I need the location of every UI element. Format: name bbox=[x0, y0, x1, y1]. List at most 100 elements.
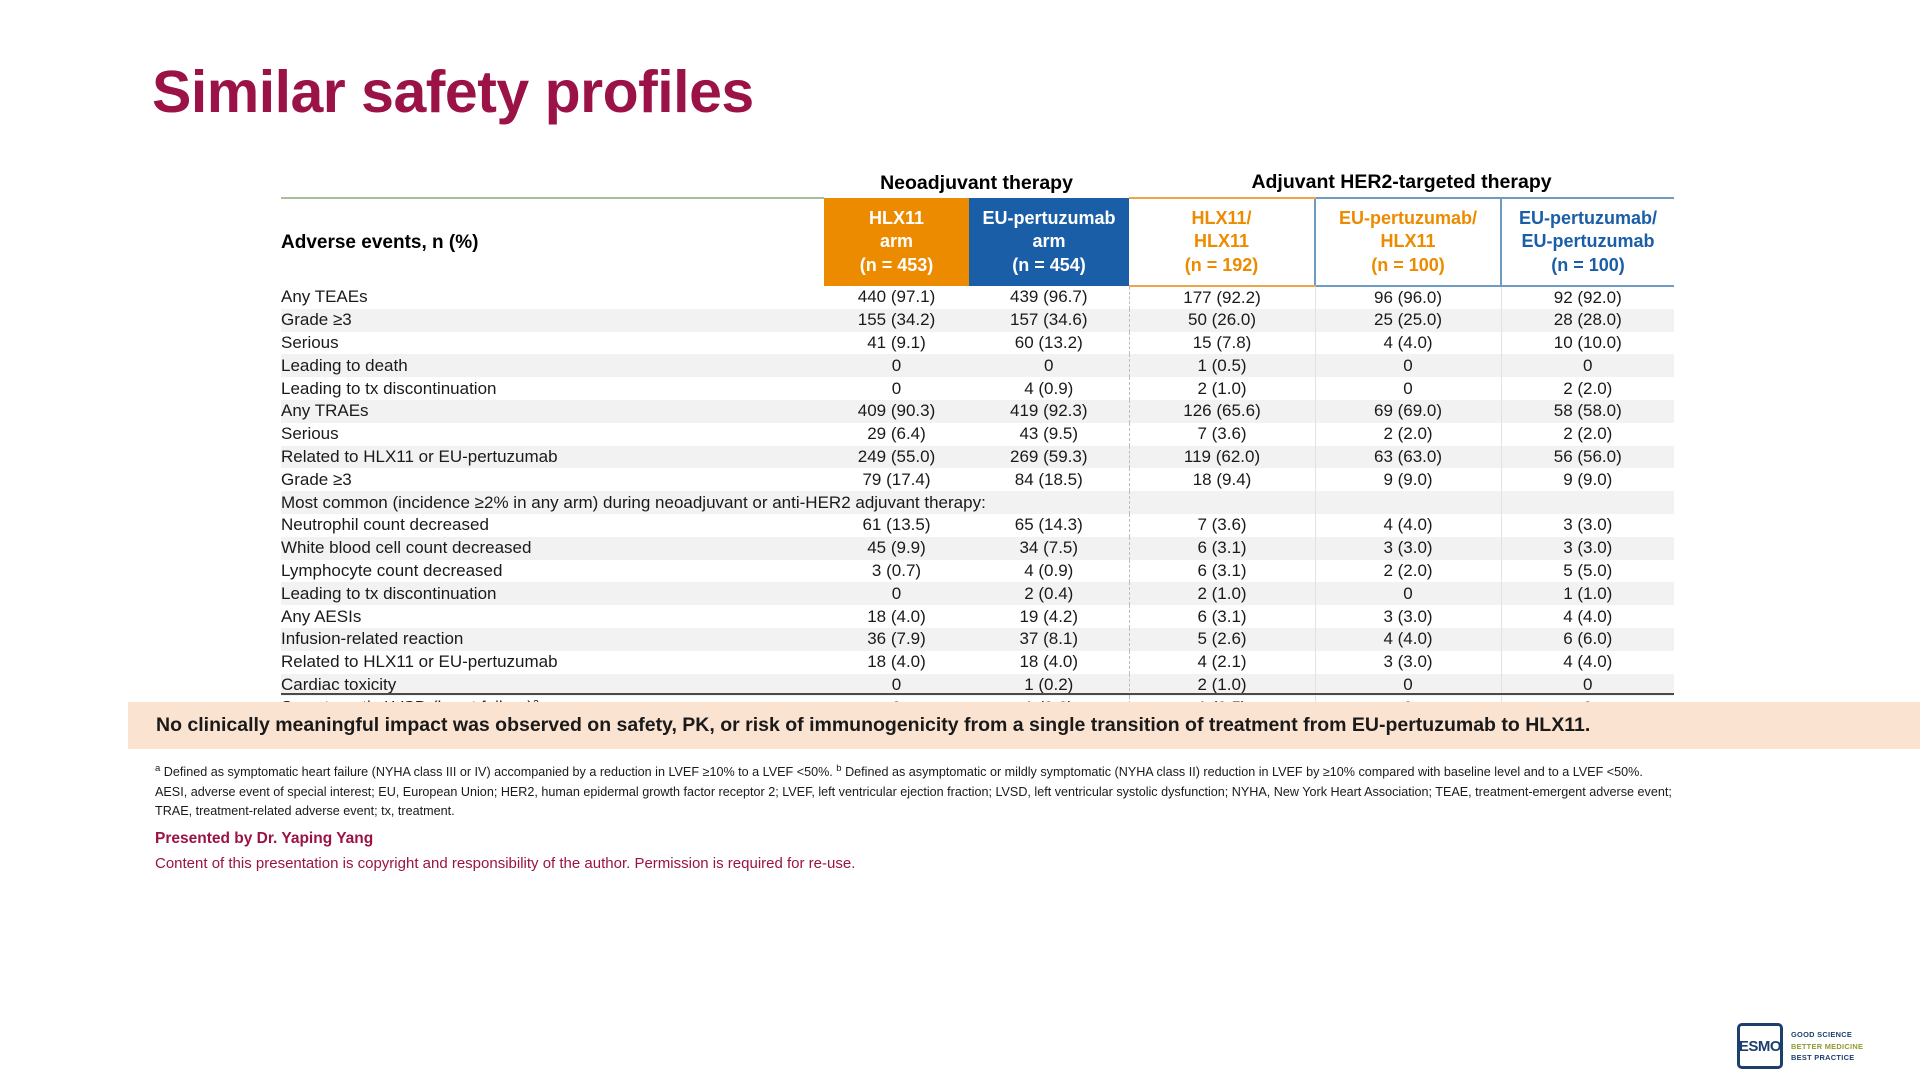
page-title: Similar safety profiles bbox=[152, 59, 754, 125]
table-row: Grade ≥3 155 (34.2) 157 (34.6) 50 (26.0) 25 … bbox=[281, 308, 1674, 332]
copyright-notice: Content of this presentation is copyrigh… bbox=[155, 855, 856, 872]
col-name: EU-pertuzumab/ bbox=[1339, 208, 1478, 229]
table-cell: 440 (97.1) bbox=[857, 287, 936, 307]
table-cell: 439 (96.7) bbox=[1010, 287, 1088, 307]
table-cell: 0 bbox=[1314, 673, 1502, 697]
footnote-line-1: a Defined as symptomatic heart failure (… bbox=[155, 762, 1795, 783]
safety-table-container: Neoadjuvant therapy Adjuvant HER2-target… bbox=[281, 168, 1674, 742]
row-label: Any TRAEs bbox=[281, 399, 824, 423]
row-label: Leading to tx discontinuation bbox=[281, 582, 824, 606]
esmo-logo: ESMO GOOD SCIENCE BETTER MEDICINE BEST P… bbox=[1723, 1012, 1920, 1080]
row-label: Leading to tx discontinuation bbox=[281, 378, 497, 398]
table-cell bbox=[969, 491, 1130, 514]
row-label: Cardiac toxicity bbox=[281, 673, 824, 697]
row-label: Grade ≥3 bbox=[281, 308, 824, 332]
table-cell: 58 (58.0) bbox=[1500, 399, 1674, 423]
esmo-tagline-2: BETTER MEDICINE bbox=[1791, 1041, 1864, 1051]
table-cell: 96 (96.0) bbox=[1314, 286, 1502, 309]
row-label: Leading to death bbox=[281, 354, 824, 378]
row-label: Neutrophil count decreased bbox=[281, 515, 489, 535]
table-cell: 29 (6.4) bbox=[867, 424, 926, 444]
table-cell: 5 (2.6) bbox=[1128, 627, 1316, 651]
table-row: Any TRAEs 409 (90.3) 419 (92.3) 126 (65.6) 6… bbox=[281, 399, 1674, 423]
col-n: (n = 453) bbox=[859, 254, 934, 275]
footnote-text-a: Defined as symptomatic heart failure (NY… bbox=[160, 765, 837, 780]
table-cell: 41 (9.1) bbox=[867, 332, 926, 352]
table-cell: 43 (9.5) bbox=[1019, 424, 1079, 444]
table-cell: 6 (3.1) bbox=[1128, 536, 1316, 560]
table-cell: 2 (2.0) bbox=[1314, 559, 1502, 583]
row-label: Serious bbox=[281, 424, 339, 444]
col-name: EU-pertuzumab/ bbox=[1519, 208, 1658, 229]
table-cell: 3 (0.7) bbox=[871, 560, 922, 580]
table-cell: 249 (55.0) bbox=[824, 445, 969, 469]
table-cell: 0 bbox=[824, 582, 969, 606]
table-cell: 3 (3.0) bbox=[1314, 650, 1502, 674]
table-cell: 61 (13.5) bbox=[862, 515, 931, 535]
table-cell: 4 (4.0) bbox=[1500, 605, 1674, 628]
table-cell: 3 (3.0) bbox=[1500, 536, 1674, 560]
table-cell: 2 (0.4) bbox=[969, 582, 1130, 606]
table-cell: 177 (92.2) bbox=[1128, 286, 1316, 309]
table-cell: 18 (9.4) bbox=[1128, 468, 1316, 492]
table-head: Neoadjuvant therapy Adjuvant HER2-target… bbox=[281, 168, 1674, 287]
stub-header: Adverse events, n (%) bbox=[281, 197, 824, 286]
row-label: Grade ≥3 bbox=[281, 469, 352, 489]
table-cell: 50 (26.0) bbox=[1128, 308, 1316, 332]
table-cell: 2 (2.0) bbox=[1500, 377, 1674, 400]
table-row: Any TEAEs 440 (97.1) 439 (96.7) 177 (92.2) 9… bbox=[281, 286, 1674, 309]
table-cell: 3 (3.0) bbox=[1500, 513, 1674, 537]
table-cell: 18 (4.0) bbox=[867, 606, 926, 626]
table-cell: 79 (17.4) bbox=[862, 469, 931, 489]
table-row: Most common (incidence ≥2% in any arm) d… bbox=[281, 491, 1674, 514]
table-cell: 409 (90.3) bbox=[824, 399, 969, 423]
table-cell: 69 (69.0) bbox=[1314, 399, 1502, 423]
table-cell: 2 (1.0) bbox=[1128, 582, 1316, 606]
group-header-row: Neoadjuvant therapy Adjuvant HER2-target… bbox=[281, 168, 1674, 198]
group-header-adjuvant: Adjuvant HER2-targeted therapy bbox=[1251, 171, 1552, 193]
row-label: White blood cell count decreased bbox=[281, 536, 824, 560]
table-cell: 5 (5.0) bbox=[1500, 559, 1674, 583]
table-cell bbox=[1314, 491, 1502, 514]
row-label: Related to HLX11 or EU-pertuzumab bbox=[281, 652, 558, 672]
table-cell: 0 bbox=[824, 354, 969, 378]
table-cell: 0 bbox=[1500, 354, 1674, 378]
table-cell: 18 (4.0) bbox=[867, 652, 926, 672]
table-cell: 0 bbox=[1314, 377, 1502, 400]
table-cell: 155 (34.2) bbox=[824, 308, 969, 332]
table-cell: 119 (62.0) bbox=[1128, 445, 1316, 469]
table-row: Cardiac toxicity 0 1 (0.2) 2 (1.0) 0 0 bbox=[281, 673, 1674, 697]
table-cell: 269 (59.3) bbox=[969, 445, 1130, 469]
table-cell: 15 (7.8) bbox=[1128, 331, 1316, 355]
col-n: (n = 100) bbox=[1551, 254, 1625, 275]
table-cell: 1 (1.0) bbox=[1500, 582, 1674, 606]
abbreviations-line-2: TRAE, treatment-related adverse event; t… bbox=[155, 804, 464, 819]
table-row: Leading to death 0 0 1 (0.5) 0 0 bbox=[281, 354, 1674, 378]
table-cell: 1 (0.5) bbox=[1128, 354, 1316, 378]
table-cell: 18 (4.0) bbox=[1019, 652, 1079, 672]
footnote-marker-b: b bbox=[836, 763, 842, 774]
table-cell: 92 (92.0) bbox=[1500, 286, 1674, 309]
col-n: (n = 192) bbox=[1184, 254, 1259, 275]
row-label: Any TEAEs bbox=[281, 287, 368, 307]
table-cell: 7 (3.6) bbox=[1128, 422, 1316, 446]
table-row: Related to HLX11 or EU-pertuzumab 249 (55… bbox=[281, 445, 1674, 469]
footnote-text-b: Defined as asymptomatic or mildly sympto… bbox=[841, 765, 1643, 780]
table-cell: 0 bbox=[891, 378, 902, 398]
table-row: Infusion-related reaction 36 (7.9) 37 (8.1… bbox=[281, 627, 1674, 651]
table-cell: 3 (3.0) bbox=[1314, 536, 1502, 560]
column-header-eupertuzumab-arm: EU-pertuzumab arm (n = 454) bbox=[969, 198, 1130, 286]
table-cell: 0 bbox=[1314, 582, 1502, 606]
row-label: Any AESIs bbox=[281, 606, 362, 626]
table-cell: 34 (7.5) bbox=[969, 536, 1130, 560]
table-cell: 1 (0.2) bbox=[969, 673, 1130, 697]
column-header-eupertuzumab-hlx11: EU-pertuzumab/ HLX11 (n = 100) bbox=[1314, 197, 1503, 287]
col-name2: EU-pertuzumab bbox=[1521, 231, 1655, 252]
table-cell: 4 (2.1) bbox=[1128, 650, 1316, 674]
conclusion-text: No clinically meaningful impact was obse… bbox=[156, 714, 1591, 736]
footnotes: a Defined as symptomatic heart failure (… bbox=[155, 762, 1795, 822]
table-cell: 63 (63.0) bbox=[1314, 445, 1502, 469]
table-cell: 126 (65.6) bbox=[1128, 399, 1316, 423]
table-cell: 37 (8.1) bbox=[969, 627, 1130, 651]
